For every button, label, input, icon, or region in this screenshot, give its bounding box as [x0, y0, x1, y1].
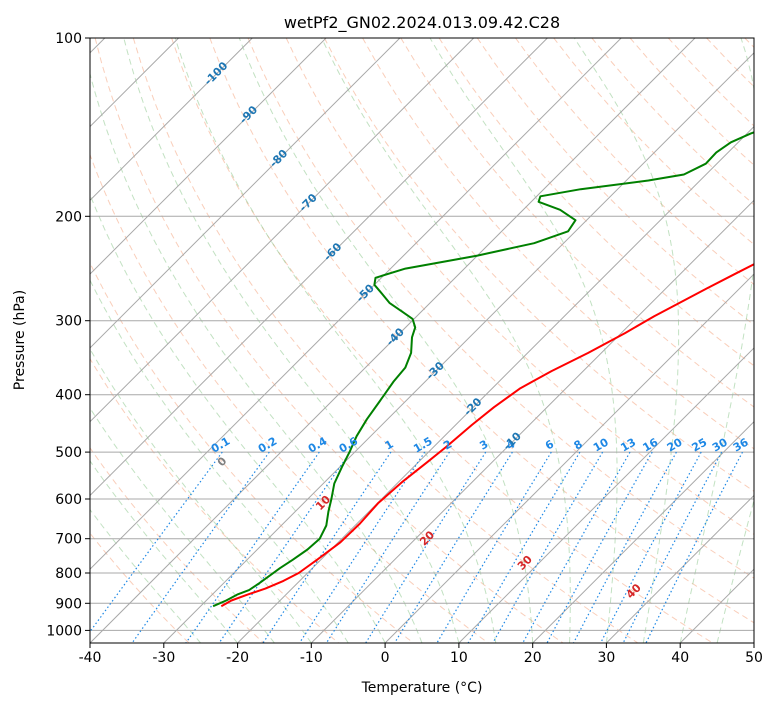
y-tick-label: 200	[55, 209, 82, 225]
y-tick-label: 300	[55, 314, 82, 330]
y-tick-label: 100	[55, 31, 82, 47]
x-tick-label: -40	[79, 650, 102, 666]
x-tick-label: -30	[152, 650, 175, 666]
x-axis-label: Temperature (°C)	[361, 680, 483, 696]
y-tick-label: 400	[55, 388, 82, 404]
x-tick-label: -10	[300, 650, 323, 666]
y-tick-label: 600	[55, 492, 82, 508]
x-tick-label: -20	[226, 650, 249, 666]
x-tick-label: 50	[745, 650, 763, 666]
x-tick-label: 10	[450, 650, 468, 666]
x-tick-label: 0	[381, 650, 390, 666]
x-tick-label: 30	[597, 650, 615, 666]
y-axis-label: Pressure (hPa)	[12, 290, 28, 390]
x-tick-label: 20	[524, 650, 542, 666]
y-tick-label: 500	[55, 445, 82, 461]
y-tick-label: 1000	[46, 623, 82, 639]
y-tick-label: 900	[55, 596, 82, 612]
y-tick-label: 800	[55, 566, 82, 582]
y-tick-label: 700	[55, 532, 82, 548]
x-tick-label: 40	[671, 650, 689, 666]
chart-title: wetPf2_GN02.2024.013.09.42.C28	[284, 13, 560, 33]
